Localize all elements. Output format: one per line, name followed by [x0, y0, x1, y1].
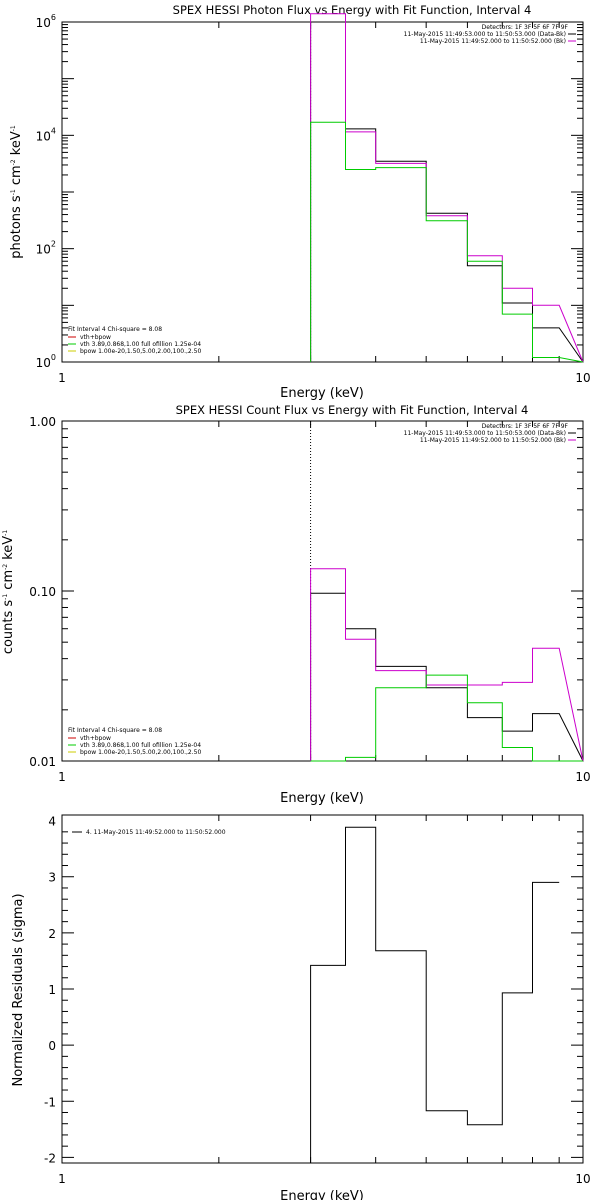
count-y-axis-label: counts s-1 cm-2 keV-1 — [1, 530, 16, 655]
photon-plot-title: SPEX HESSI Photon Flux vs Energy with Fi… — [173, 3, 532, 17]
count-y-tick-label: 1.00 — [29, 415, 56, 429]
photon-y-tick-label: 100 — [36, 353, 56, 370]
photon-legend-bottom: Fit Interval 4 Chi-square = 8.08 vth+bpo… — [68, 326, 201, 355]
residuals-y-tick-label: -1 — [44, 1095, 56, 1109]
residuals-y-tick-label: 2 — [48, 927, 56, 941]
residuals-y-tick-label: 0 — [48, 1039, 56, 1053]
residuals-y-tick-label: 4 — [48, 815, 56, 829]
residuals-x-axis-label: Energy (keV) — [280, 1189, 364, 1200]
count-x-tick-label: 10 — [575, 770, 590, 784]
photon-fit-interval-label: Fit Interval 4 Chi-square = 8.08 — [68, 326, 162, 333]
photon-legend-data-label: 11-May-2015 11:49:53.000 to 11:50:53.000… — [404, 31, 566, 38]
residuals-y-tick-label: 1 — [48, 983, 56, 997]
photon-series-1 — [310, 13, 584, 363]
count-series-1 — [310, 568, 584, 762]
count-detectors-label: Detectors: 1F 3F 5F 6F 7F 9F — [482, 423, 569, 430]
count-legend-bottom: Fit Interval 4 Chi-square = 8.08 vth+bpo… — [68, 727, 201, 756]
photon-legend-bk-label: 11-May-2015 11:49:52.000 to 11:50:52.000… — [420, 38, 566, 45]
photon-series-0 — [310, 21, 584, 363]
photon-y-tick-label: 104 — [36, 126, 56, 143]
photon-y-tick-label: 106 — [36, 13, 56, 30]
residuals-y-tick-label: -2 — [44, 1151, 56, 1165]
residuals-y-axis-label: Normalized Residuals (sigma) — [11, 893, 26, 1086]
count-y-tick-label: 0.10 — [29, 585, 56, 599]
photon-series-2 — [310, 121, 584, 363]
count-fit-interval-label: Fit Interval 4 Chi-square = 8.08 — [68, 727, 162, 734]
count-plot-title: SPEX HESSI Count Flux vs Energy with Fit… — [176, 403, 529, 417]
count-series-2 — [310, 674, 583, 762]
residuals-panel: Energy (keV) Normalized Residuals (sigma… — [11, 814, 591, 1200]
residuals-x-tick-label: 10 — [575, 1172, 590, 1186]
count-flux-panel: SPEX HESSI Count Flux vs Energy with Fit… — [1, 403, 591, 806]
residuals-legend-label: 4. 11-May-2015 11:49:52.000 to 11:50:52.… — [86, 829, 226, 836]
residuals-legend: 4. 11-May-2015 11:49:52.000 to 11:50:52.… — [72, 829, 226, 836]
photon-flux-panel: SPEX HESSI Photon Flux vs Energy with Fi… — [9, 3, 591, 401]
photon-bpow-label: bpow 1.00e-20,1.50,5.00,2.00,100.,2.50 — [80, 348, 201, 355]
count-legend-data-label: 11-May-2015 11:49:53.000 to 11:50:53.000… — [404, 430, 566, 437]
count-legend-top: Detectors: 1F 3F 5F 6F 7F 9F 11-May-2015… — [404, 423, 576, 444]
count-bpow-label: bpow 1.00e-20,1.50,5.00,2.00,100.,2.50 — [80, 749, 201, 756]
photon-x-tick-label: 1 — [58, 371, 66, 385]
photon-x-axis-label: Energy (keV) — [280, 386, 364, 401]
count-vth-label: vth 3.89,0.868,1.00 full ofillion 1.25e-… — [80, 742, 201, 749]
photon-y-tick-label: 102 — [36, 240, 56, 257]
residuals-plot-frame — [61, 814, 584, 1164]
photon-x-tick-label: 10 — [575, 371, 590, 385]
residuals-series-0 — [310, 826, 560, 1163]
photon-fit-total-label: vth+bpow — [80, 334, 111, 341]
count-plot-frame — [61, 420, 584, 762]
count-legend-bk-label: 11-May-2015 11:49:52.000 to 11:50:52.000… — [420, 437, 566, 444]
count-x-tick-label: 1 — [58, 770, 66, 784]
photon-detectors-label: Detectors: 1F 3F 5F 6F 7F 9F — [482, 24, 569, 31]
residuals-y-tick-label: 3 — [48, 871, 56, 885]
count-series-0 — [310, 592, 584, 762]
photon-legend-top: Detectors: 1F 3F 5F 6F 7F 9F 11-May-2015… — [404, 24, 576, 45]
residuals-x-tick-label: 1 — [58, 1172, 66, 1186]
photon-y-axis-label: photons s-1 cm-2 keV-1 — [9, 125, 24, 259]
photon-vth-label: vth 3.89,0.868,1.00 full ofillion 1.25e-… — [80, 341, 201, 348]
count-x-axis-label: Energy (keV) — [280, 791, 364, 806]
count-fit-total-label: vth+bpow — [80, 735, 111, 742]
photon-plot-frame — [61, 21, 584, 363]
count-y-tick-label: 0.01 — [29, 755, 56, 769]
